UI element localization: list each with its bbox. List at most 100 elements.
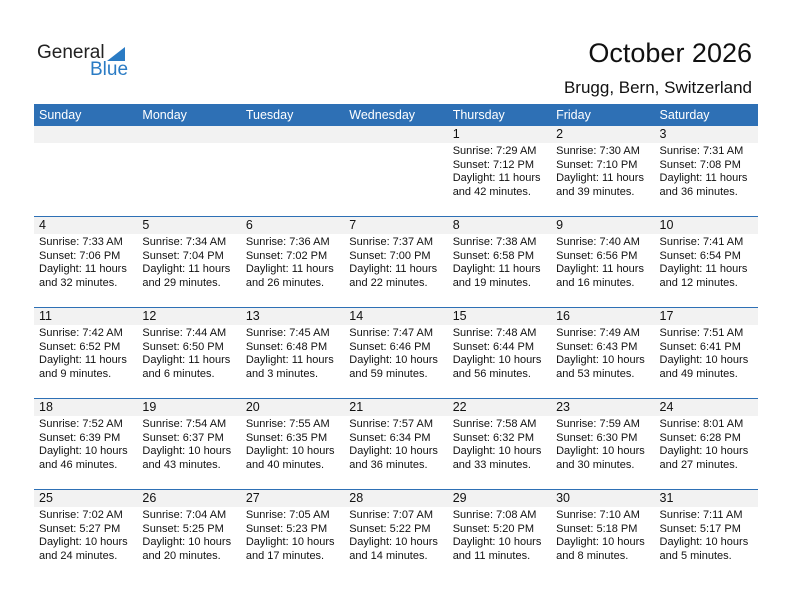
day-cell: 7 Sunrise: 7:37 AM Sunset: 7:00 PM Daylight… bbox=[344, 217, 447, 290]
sunset-text: Sunset: 6:54 PM bbox=[659, 249, 741, 262]
daylight-text: and 11 minutes. bbox=[452, 549, 531, 562]
daylight-text: and 33 minutes. bbox=[452, 458, 531, 471]
day-cell: 24 Sunrise: 8:01 AM Sunset: 6:28 PM Dayligh… bbox=[655, 399, 758, 472]
sunrise-text: Sunrise: 7:49 AM bbox=[556, 327, 640, 339]
day-number: 22 bbox=[452, 400, 467, 414]
daylight-text: and 8 minutes. bbox=[556, 549, 629, 562]
daylight-text: and 19 minutes. bbox=[452, 276, 531, 289]
daylight-text: Daylight: 10 hours bbox=[142, 536, 232, 548]
sunrise-text: Sunrise: 7:48 AM bbox=[452, 327, 537, 339]
day-cell: 27 Sunrise: 7:05 AM Sunset: 5:23 PM Dayligh… bbox=[241, 490, 344, 563]
sunrise-text: Sunrise: 7:47 AM bbox=[349, 327, 434, 339]
day-number: 20 bbox=[245, 400, 260, 414]
sunset-text: Sunset: 6:58 PM bbox=[452, 249, 535, 262]
sunrise-text: Sunrise: 7:59 AM bbox=[556, 418, 640, 430]
daylight-text: and 16 minutes. bbox=[556, 276, 635, 289]
weekday-thursday: Thursday bbox=[452, 108, 505, 122]
daylight-text: Daylight: 11 hours bbox=[245, 354, 334, 366]
sunset-text: Sunset: 7:08 PM bbox=[659, 158, 741, 171]
empty-cell bbox=[344, 126, 447, 199]
day-number: 28 bbox=[349, 491, 364, 505]
day-cell: 16 Sunrise: 7:49 AM Sunset: 6:43 PM Dayligh… bbox=[551, 308, 654, 381]
sunset-text: Sunset: 6:28 PM bbox=[659, 431, 741, 444]
day-cell: 26 Sunrise: 7:04 AM Sunset: 5:25 PM Dayligh… bbox=[137, 490, 240, 563]
sunset-text: Sunset: 5:23 PM bbox=[245, 522, 328, 535]
empty-cell bbox=[241, 126, 344, 199]
daylight-text: Daylight: 11 hours bbox=[452, 263, 541, 275]
sunset-text: Sunset: 7:00 PM bbox=[349, 249, 431, 262]
daylight-text: Daylight: 11 hours bbox=[556, 263, 644, 275]
week-row: 18 Sunrise: 7:52 AM Sunset: 6:39 PM Dayligh… bbox=[34, 398, 758, 489]
daylight-text: Daylight: 10 hours bbox=[39, 536, 128, 548]
daylight-text: Daylight: 10 hours bbox=[556, 354, 645, 366]
daylight-text: and 6 minutes. bbox=[142, 367, 215, 380]
sunset-text: Sunset: 5:17 PM bbox=[659, 522, 741, 535]
day-number: 25 bbox=[39, 491, 53, 505]
day-cell: 17 Sunrise: 7:51 AM Sunset: 6:41 PM Dayligh… bbox=[655, 308, 758, 381]
daylight-text: and 9 minutes. bbox=[39, 367, 112, 380]
sunset-text: Sunset: 5:22 PM bbox=[349, 522, 431, 535]
week-row: 25 Sunrise: 7:02 AM Sunset: 5:27 PM Dayligh… bbox=[34, 489, 758, 580]
day-cell: 30 Sunrise: 7:10 AM Sunset: 5:18 PM Dayligh… bbox=[551, 490, 654, 563]
logo-blue: Blue bbox=[90, 59, 129, 80]
day-number: 23 bbox=[556, 400, 571, 414]
daylight-text: Daylight: 11 hours bbox=[142, 354, 231, 366]
day-number: 11 bbox=[39, 309, 52, 323]
sunrise-text: Sunrise: 7:52 AM bbox=[39, 418, 123, 430]
daylight-text: Daylight: 11 hours bbox=[39, 354, 127, 366]
sunset-text: Sunset: 6:43 PM bbox=[556, 340, 638, 353]
sunset-text: Sunset: 7:06 PM bbox=[39, 249, 121, 262]
daylight-text: and 36 minutes. bbox=[659, 185, 738, 198]
day-cell: 22 Sunrise: 7:58 AM Sunset: 6:32 PM Dayligh… bbox=[448, 399, 551, 472]
daylight-text: Daylight: 11 hours bbox=[659, 172, 748, 184]
week-row: 11 Sunrise: 7:42 AM Sunset: 6:52 PM Dayligh… bbox=[34, 307, 758, 398]
daylight-text: Daylight: 11 hours bbox=[452, 172, 541, 184]
logo-triangle-icon bbox=[107, 47, 125, 61]
day-cell: 12 Sunrise: 7:44 AM Sunset: 6:50 PM Dayligh… bbox=[137, 308, 240, 381]
sunrise-text: Sunrise: 7:54 AM bbox=[142, 418, 227, 430]
day-cell: 31 Sunrise: 7:11 AM Sunset: 5:17 PM Dayligh… bbox=[655, 490, 758, 563]
day-cell: 1 Sunrise: 7:29 AM Sunset: 7:12 PM Daylight… bbox=[448, 126, 551, 199]
sunset-text: Sunset: 7:04 PM bbox=[142, 249, 224, 262]
daylight-text: Daylight: 10 hours bbox=[452, 354, 542, 366]
daylight-text: and 24 minutes. bbox=[39, 549, 118, 562]
daylight-text: and 36 minutes. bbox=[349, 458, 428, 471]
day-number-band bbox=[34, 399, 758, 416]
day-cell: 10 Sunrise: 7:41 AM Sunset: 6:54 PM Dayligh… bbox=[655, 217, 758, 290]
calendar: Sunday Monday Tuesday Wednesday Thursday Frid… bbox=[34, 104, 758, 580]
weekday-wednesday: Wednesday bbox=[349, 108, 416, 122]
day-number: 15 bbox=[452, 309, 467, 323]
sunrise-text: Sunrise: 7:07 AM bbox=[349, 509, 434, 521]
daylight-text: and 39 minutes. bbox=[556, 185, 635, 198]
sunset-text: Sunset: 6:50 PM bbox=[142, 340, 224, 353]
sunrise-text: Sunrise: 8:01 AM bbox=[659, 418, 744, 430]
sunrise-text: Sunrise: 7:37 AM bbox=[349, 236, 434, 248]
weekday-friday: Friday bbox=[556, 108, 591, 122]
daylight-text: Daylight: 10 hours bbox=[39, 445, 128, 457]
sunrise-text: Sunrise: 7:41 AM bbox=[659, 236, 744, 248]
day-cell: 29 Sunrise: 7:08 AM Sunset: 5:20 PM Dayligh… bbox=[448, 490, 551, 563]
weekday-sunday: Sunday bbox=[39, 108, 82, 122]
daylight-text: Daylight: 10 hours bbox=[556, 536, 645, 548]
day-number: 9 bbox=[556, 218, 564, 232]
day-cell: 2 Sunrise: 7:30 AM Sunset: 7:10 PM Daylight… bbox=[551, 126, 654, 199]
week-row: 1 Sunrise: 7:29 AM Sunset: 7:12 PM Daylight… bbox=[34, 126, 758, 216]
daylight-text: Daylight: 10 hours bbox=[349, 354, 438, 366]
daylight-text: and 30 minutes. bbox=[556, 458, 635, 471]
weekday-tuesday: Tuesday bbox=[245, 108, 294, 122]
empty-cell bbox=[137, 126, 240, 199]
day-cell: 25 Sunrise: 7:02 AM Sunset: 5:27 PM Dayligh… bbox=[34, 490, 137, 563]
daylight-text: and 12 minutes. bbox=[659, 276, 738, 289]
sunset-text: Sunset: 6:32 PM bbox=[452, 431, 535, 444]
day-number: 7 bbox=[349, 218, 357, 232]
sunset-text: Sunset: 6:56 PM bbox=[556, 249, 638, 262]
daylight-text: and 20 minutes. bbox=[142, 549, 221, 562]
day-number: 26 bbox=[142, 491, 157, 505]
sunrise-text: Sunrise: 7:31 AM bbox=[659, 145, 744, 157]
sunset-text: Sunset: 6:41 PM bbox=[659, 340, 741, 353]
daylight-text: and 43 minutes. bbox=[142, 458, 221, 471]
daylight-text: Daylight: 10 hours bbox=[659, 536, 749, 548]
daylight-text: Daylight: 10 hours bbox=[452, 536, 542, 548]
sunset-text: Sunset: 6:37 PM bbox=[142, 431, 224, 444]
daylight-text: and 26 minutes. bbox=[245, 276, 325, 289]
